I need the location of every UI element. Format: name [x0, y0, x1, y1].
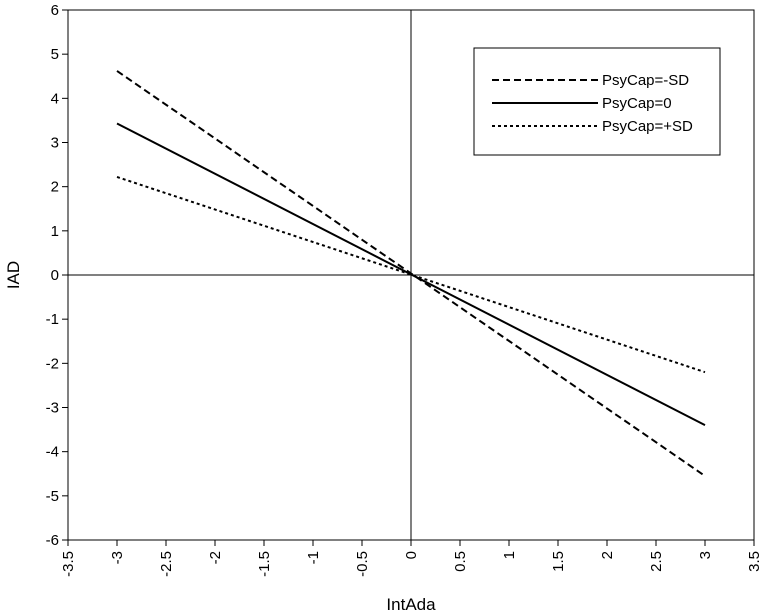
y-tick-label: -1	[46, 311, 59, 328]
x-tick-label: 2.5	[648, 551, 665, 572]
legend-label-1: PsyCap=0	[602, 95, 672, 112]
y-tick-label: 1	[51, 223, 59, 240]
y-tick-label: 0	[51, 267, 59, 284]
y-tick-label: -4	[46, 444, 59, 461]
x-tick-label: 1.5	[550, 551, 567, 572]
y-tick-label: -2	[46, 355, 59, 372]
x-tick-label: -3.5	[60, 551, 77, 577]
x-axis-label: IntAda	[386, 595, 436, 614]
x-tick-label: 1	[501, 551, 518, 559]
y-tick-label: 3	[51, 135, 59, 152]
x-tick-label: 0	[403, 551, 420, 559]
y-tick-label: 4	[51, 90, 59, 107]
legend-box	[473, 47, 721, 156]
x-tick-label: -1.5	[256, 551, 273, 577]
series-line-2	[116, 176, 706, 374]
x-tick-label: 3	[697, 551, 714, 559]
x-tick-label: -1	[305, 551, 322, 564]
x-tick-label: -3	[109, 551, 126, 564]
series-lines	[116, 70, 706, 477]
y-tick-label: 2	[51, 179, 59, 196]
y-tick-label: 6	[51, 2, 59, 19]
y-tick-label: -3	[46, 400, 59, 417]
y-tick-label: -5	[46, 488, 59, 505]
y-tick-label: 5	[51, 46, 59, 63]
y-tick-label: -6	[46, 532, 59, 549]
x-tick-label: -2.5	[158, 551, 175, 577]
x-tick-label: 2	[599, 551, 616, 559]
y-axis-label: IAD	[4, 261, 23, 289]
x-tick-label: -2	[207, 551, 224, 564]
x-tick-label: -0.5	[354, 551, 371, 577]
x-axis-ticks: -3.5 -3 -2.5 -2 -1.5 -1 -0.5 0 0.5 1 1.5 2 2.5 3 3.5	[60, 540, 763, 577]
legend-label-2: PsyCap=+SD	[602, 118, 693, 135]
y-axis-ticks: -6 -5 -4 -3 -2 -1 0 1 2 3 4 5 6	[46, 2, 68, 549]
x-tick-label: 3.5	[746, 551, 763, 572]
legend: PsyCap=-SD PsyCap=0 PsyCap=+SD	[473, 47, 721, 156]
x-tick-label: 0.5	[452, 551, 469, 572]
legend-label-0: PsyCap=-SD	[602, 72, 689, 89]
series-line-1	[116, 122, 706, 427]
